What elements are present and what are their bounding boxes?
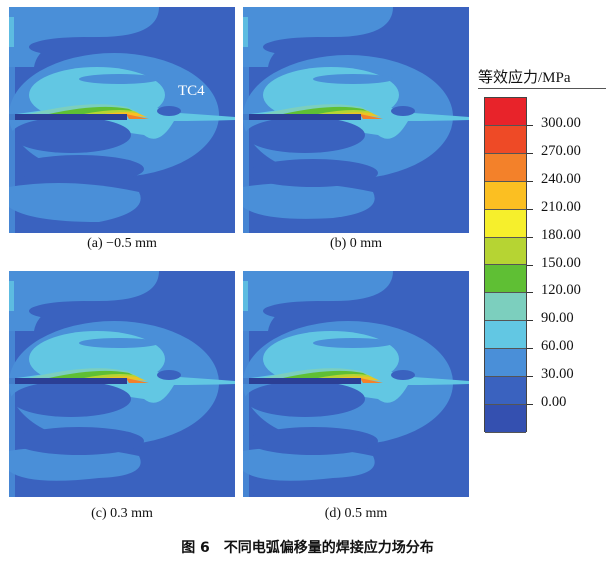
stress-region bbox=[248, 427, 378, 455]
legend-tick bbox=[527, 236, 533, 238]
legend-label: 270.00 bbox=[541, 142, 581, 159]
stress-region bbox=[9, 281, 14, 311]
stress-region bbox=[313, 74, 393, 84]
stress-region bbox=[9, 271, 15, 497]
legend-tick bbox=[527, 180, 533, 182]
stress-region bbox=[243, 7, 249, 233]
legend-label: 0.00 bbox=[541, 394, 567, 411]
legend-swatch bbox=[485, 293, 526, 322]
stress-region bbox=[313, 338, 393, 348]
legend-swatch bbox=[485, 237, 526, 266]
legend-label: 180.00 bbox=[541, 226, 581, 243]
stress-region bbox=[126, 114, 149, 119]
stress-region bbox=[243, 17, 248, 47]
weld-seam bbox=[243, 114, 361, 120]
stress-region bbox=[29, 301, 139, 321]
legend-tick bbox=[527, 292, 533, 294]
stress-contour-panel-a bbox=[9, 7, 235, 233]
figure-caption: 图 6 不同电弧偏移量的焊接应力场分布 bbox=[181, 540, 434, 556]
stress-region bbox=[11, 381, 131, 417]
legend-swatch bbox=[485, 209, 526, 238]
contour-plot bbox=[9, 271, 235, 497]
legend-swatch bbox=[485, 377, 526, 405]
legend-swatch bbox=[485, 321, 526, 350]
stress-region bbox=[126, 378, 149, 383]
weld-seam bbox=[9, 114, 127, 120]
legend-label: 60.00 bbox=[541, 338, 574, 355]
legend-swatch bbox=[485, 153, 526, 182]
legend-label: 210.00 bbox=[541, 198, 581, 215]
legend-label: 300.00 bbox=[541, 114, 581, 131]
stress-region bbox=[391, 370, 415, 380]
legend-tick bbox=[527, 376, 533, 378]
legend-tick bbox=[527, 152, 533, 154]
stress-region bbox=[243, 447, 375, 481]
material-label-tc4: TC4 bbox=[178, 83, 205, 99]
caption-panel-d: (d) 0.5 mm bbox=[324, 506, 388, 521]
legend-tick bbox=[527, 320, 533, 322]
caption-panel-c: (c) 0.3 mm bbox=[91, 506, 153, 521]
color-legend-bar bbox=[484, 97, 527, 433]
stress-region bbox=[245, 381, 365, 417]
stress-region bbox=[79, 338, 159, 348]
legend-label: 150.00 bbox=[541, 254, 581, 271]
legend-tick bbox=[527, 208, 533, 210]
stress-region bbox=[263, 301, 373, 321]
legend-label: 240.00 bbox=[541, 170, 581, 187]
legend-swatch bbox=[485, 404, 526, 433]
stress-region bbox=[14, 427, 144, 455]
stress-region bbox=[243, 281, 248, 311]
stress-region bbox=[245, 117, 365, 153]
legend-divider bbox=[478, 88, 606, 89]
stress-contour-panel-b bbox=[243, 7, 469, 233]
weld-seam bbox=[243, 378, 361, 384]
stress-region bbox=[11, 117, 131, 153]
stress-region bbox=[248, 159, 378, 187]
stress-contour-panel-d bbox=[243, 271, 469, 497]
stress-region bbox=[263, 37, 373, 57]
legend-tick bbox=[527, 404, 533, 406]
contour-plot bbox=[9, 7, 235, 233]
stress-region bbox=[243, 271, 249, 497]
stress-region bbox=[360, 114, 383, 119]
contour-plot bbox=[243, 7, 469, 233]
legend-swatch bbox=[485, 181, 526, 210]
stress-region bbox=[391, 106, 415, 116]
legend-swatch bbox=[485, 98, 526, 126]
stress-region bbox=[9, 7, 15, 233]
legend-label: 90.00 bbox=[541, 310, 574, 327]
legend-title: 等效应力/MPa bbox=[478, 70, 571, 86]
legend-swatch bbox=[485, 349, 526, 378]
stress-region bbox=[360, 378, 383, 383]
legend-tick bbox=[527, 348, 533, 350]
stress-region bbox=[79, 74, 159, 84]
legend-swatch bbox=[485, 125, 526, 154]
legend-label: 30.00 bbox=[541, 366, 574, 383]
weld-seam bbox=[9, 378, 127, 384]
legend-tick bbox=[527, 124, 533, 126]
legend-label: 120.00 bbox=[541, 282, 581, 299]
stress-contour-panel-c bbox=[9, 271, 235, 497]
legend-tick bbox=[527, 264, 533, 266]
stress-region bbox=[29, 37, 139, 57]
stress-region bbox=[14, 155, 144, 183]
caption-panel-b: (b) 0 mm bbox=[329, 236, 383, 251]
stress-region bbox=[9, 17, 14, 47]
stress-region bbox=[9, 183, 141, 222]
stress-region bbox=[9, 447, 141, 481]
stress-region bbox=[243, 183, 375, 219]
contour-plot bbox=[243, 271, 469, 497]
stress-region bbox=[157, 370, 181, 380]
caption-panel-a: (a) −0.5 mm bbox=[87, 236, 157, 251]
stress-region bbox=[157, 106, 181, 116]
legend-swatch bbox=[485, 265, 526, 294]
